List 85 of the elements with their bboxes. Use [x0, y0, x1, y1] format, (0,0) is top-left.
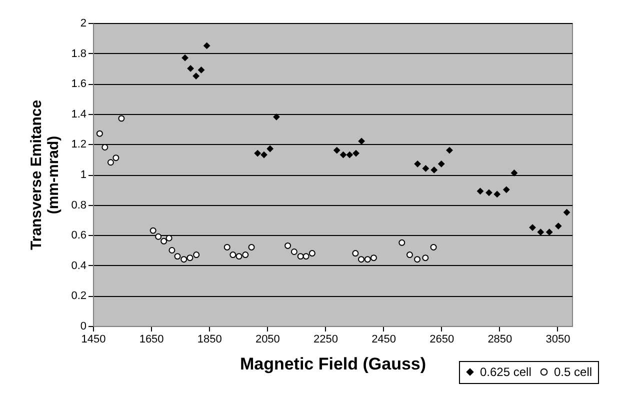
x-axis-title: Magnetic Field (Gauss): [240, 354, 426, 374]
point: [358, 256, 364, 263]
point: [398, 239, 406, 246]
point: [555, 222, 562, 230]
point: [160, 238, 168, 244]
x-tick-label: 3050: [546, 334, 570, 346]
point: [182, 54, 188, 62]
point: [266, 146, 274, 152]
point: [254, 150, 261, 157]
point: [230, 252, 236, 258]
point: [510, 170, 518, 176]
y-tick-label: 2: [80, 18, 86, 30]
point: [414, 160, 421, 168]
point: [438, 160, 445, 168]
y-tick-label: 1.4: [71, 108, 86, 120]
y-tick-label: 1.2: [71, 138, 86, 151]
point: [248, 244, 255, 250]
point: [308, 250, 316, 257]
y-tick-label: 1.6: [71, 78, 86, 90]
point: [529, 224, 536, 231]
legend-label: 0.5 cell: [554, 365, 592, 379]
x-tick-label: 2650: [430, 334, 454, 346]
x-tick-label: 1850: [197, 334, 222, 346]
legend-label: 0.625 cell: [480, 365, 532, 379]
point: [107, 159, 114, 166]
point: [192, 72, 200, 80]
point: [297, 253, 304, 260]
x-tick-label: 1650: [139, 334, 164, 346]
point: [430, 244, 437, 250]
point: [155, 233, 162, 240]
point: [477, 188, 484, 194]
point: [204, 42, 210, 49]
point: [180, 256, 188, 263]
x-tick-label: 2250: [314, 334, 338, 346]
point: [422, 254, 429, 262]
point: [242, 252, 249, 258]
point: [334, 147, 340, 154]
point: [284, 242, 292, 249]
y-tick-label: 0.6: [71, 230, 86, 242]
point: [193, 252, 200, 258]
point: [414, 256, 421, 263]
point: [118, 115, 125, 122]
x-tick-label: 1450: [81, 334, 106, 346]
x-tick-label: 2450: [372, 334, 396, 346]
point: [486, 189, 492, 196]
y-tick-label: 0.8: [71, 199, 86, 212]
point: [96, 130, 103, 137]
point: [236, 253, 242, 260]
point: [406, 252, 413, 258]
point: [150, 227, 156, 234]
x-tick-label: 2850: [488, 334, 512, 346]
point: [422, 165, 429, 172]
y-tick-label: 0.2: [71, 290, 86, 302]
point: [537, 228, 544, 236]
y-tick-label: 1: [80, 169, 86, 181]
point: [352, 150, 360, 157]
point: [564, 209, 570, 216]
point: [446, 147, 453, 154]
point: [494, 190, 500, 198]
point: [112, 154, 120, 162]
point: [503, 186, 510, 193]
point: [186, 254, 194, 262]
point: [370, 254, 377, 262]
point: [352, 250, 359, 257]
point: [187, 65, 194, 72]
point: [198, 66, 205, 74]
point: [340, 152, 346, 158]
point: [168, 247, 176, 254]
y-tick-label: 1.8: [71, 48, 86, 60]
point: [364, 256, 371, 263]
point: [260, 152, 268, 158]
point: [302, 253, 310, 260]
x-tick-label: 2050: [255, 334, 280, 346]
point: [174, 253, 181, 260]
y-tick-label: 0: [80, 320, 86, 332]
point: [346, 152, 353, 158]
point: [546, 228, 553, 236]
point: [224, 244, 230, 250]
point: [166, 234, 172, 242]
point: [358, 138, 365, 144]
y-axis-title: Transverse Emitance (mm-mrad): [28, 100, 62, 250]
y-tick-label: 0.4: [71, 260, 86, 272]
point: [273, 114, 280, 120]
point: [430, 166, 438, 174]
point: [290, 248, 298, 255]
